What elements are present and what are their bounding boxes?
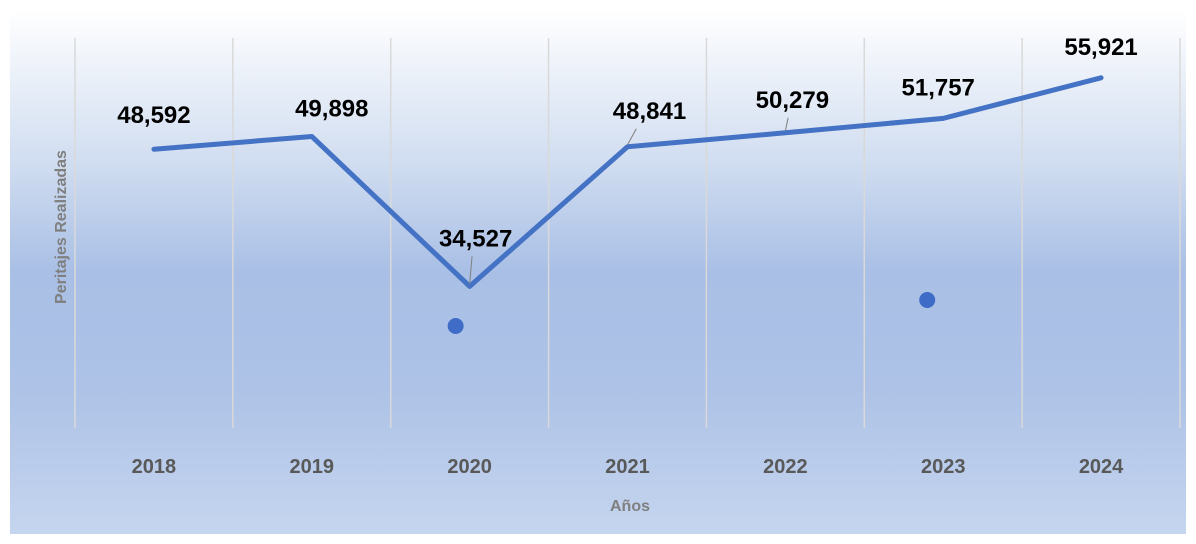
x-tick-label: 2023 [921, 456, 966, 478]
data-point [784, 132, 786, 134]
data-point [153, 148, 155, 150]
leader-line [784, 117, 789, 131]
x-tick-label: 2022 [763, 456, 808, 478]
data-label: 34,527 [439, 225, 512, 252]
x-tick-label: 2021 [605, 456, 650, 478]
series-layer [151, 75, 1104, 289]
data-label: 48,841 [613, 98, 686, 125]
x-tick-label: 2019 [290, 456, 335, 478]
marker-dot [447, 318, 464, 334]
chart-area [10, 10, 1186, 534]
data-point [1100, 77, 1102, 79]
leader-line [627, 128, 637, 146]
data-label: 50,279 [756, 87, 829, 114]
leader-line [469, 256, 473, 285]
data-label: 49,898 [295, 95, 368, 122]
marker-layer [447, 292, 936, 334]
gridlines [74, 38, 1181, 428]
data-point [311, 135, 313, 137]
x-tick-label: 2018 [132, 456, 177, 478]
x-axis-title: Años [610, 498, 650, 515]
data-label: 48,592 [117, 102, 190, 129]
data-label: 51,757 [902, 74, 975, 101]
data-label: 55,921 [1064, 34, 1137, 61]
x-tick-layer: 2018 2019 2020 2021 2022 2023 2024 [132, 456, 1125, 478]
x-tick-label: 2020 [447, 456, 492, 478]
marker-dot [919, 292, 936, 308]
data-point [627, 146, 628, 148]
data-label-layer: 48,592 49,898 34,527 48,841 50,279 51,757 55,9… [117, 34, 1138, 285]
y-axis-title: Peritajes Realizadas [53, 150, 70, 304]
data-point [469, 285, 471, 287]
data-point [942, 117, 944, 119]
x-tick-label: 2024 [1079, 456, 1124, 478]
